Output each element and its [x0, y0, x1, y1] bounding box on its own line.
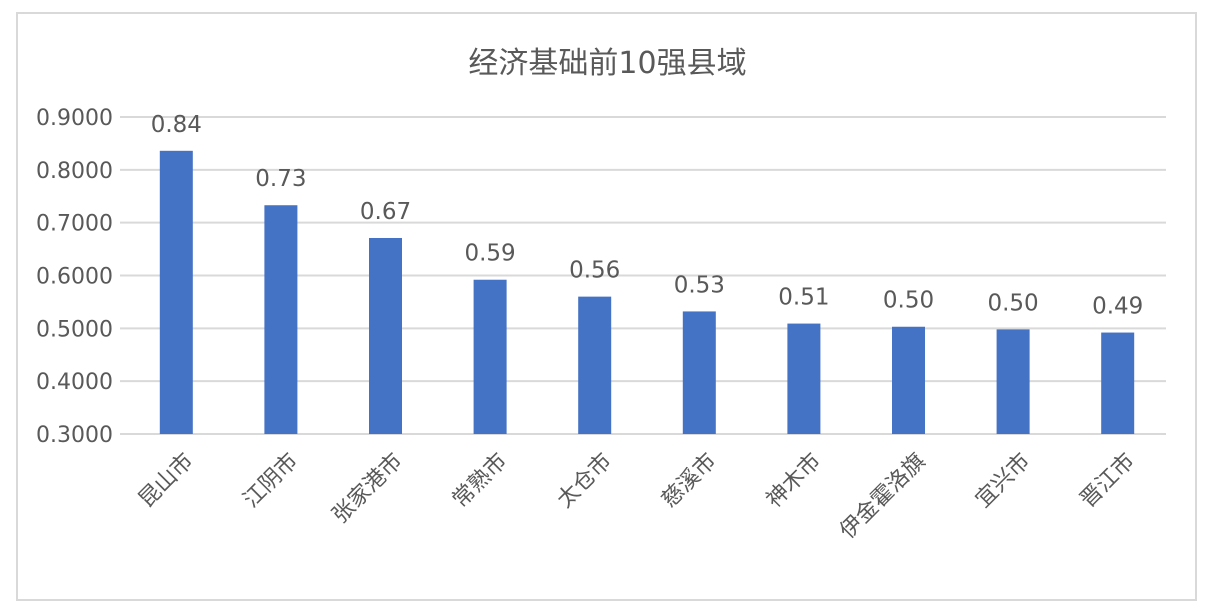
x-tick-label: 常熟市: [448, 449, 512, 513]
y-tick-label: 0.4000: [36, 370, 113, 395]
x-tick-label: 慈溪市: [657, 449, 721, 513]
chart-title: 经济基础前10强县域: [468, 46, 747, 81]
x-tick-label: 太仓市: [553, 449, 617, 513]
data-label: 0.50: [883, 288, 934, 314]
data-label: 0.50: [987, 290, 1038, 316]
bars: [159, 150, 1135, 434]
x-tick-label: 张家港市: [328, 449, 408, 529]
y-tick-label: 0.3000: [36, 423, 113, 448]
y-tick-label: 0.6000: [36, 265, 113, 290]
bar: [787, 323, 821, 434]
data-label: 0.49: [1092, 294, 1143, 320]
data-label: 0.51: [778, 285, 829, 311]
data-label: 0.73: [255, 166, 306, 192]
data-label: 0.59: [464, 241, 515, 267]
bar: [996, 329, 1030, 434]
data-labels: 0.84 0.73 0.67 0.59 0.56 0.53 0.51 0.50 0.50 0.49: [151, 112, 1144, 320]
x-tick-label: 神木市: [762, 449, 826, 513]
y-tick-label: 0.8000: [36, 159, 113, 184]
x-tick-label: 江阴市: [239, 449, 303, 513]
y-tick-label: 0.7000: [36, 212, 113, 237]
x-tick-label: 伊金霍洛旗: [835, 449, 930, 544]
x-tick-label: 宜兴市: [971, 449, 1035, 513]
bar: [682, 311, 716, 434]
bar: [473, 279, 507, 434]
x-axis: 昆山市 江阴市 张家港市 常熟市 太仓市 慈溪市 神木市 伊金霍洛旗 宜兴市 晋江市: [134, 449, 1140, 544]
bar: [159, 150, 193, 434]
data-label: 0.56: [569, 258, 620, 284]
data-label: 0.84: [151, 112, 202, 138]
x-tick-label: 昆山市: [134, 449, 198, 513]
bar: [1101, 332, 1135, 434]
x-tick-label: 晋江市: [1076, 449, 1140, 513]
y-tick-label: 0.9000: [36, 106, 113, 131]
data-label: 0.53: [674, 272, 725, 298]
bar: [264, 205, 298, 434]
data-label: 0.67: [360, 199, 411, 225]
bar: [369, 237, 402, 434]
y-tick-label: 0.5000: [36, 317, 113, 342]
bar: [578, 296, 612, 434]
bar: [892, 326, 925, 434]
y-axis: 0.3000 0.4000 0.5000 0.6000 0.7000 0.8000 0.90…: [36, 106, 113, 448]
